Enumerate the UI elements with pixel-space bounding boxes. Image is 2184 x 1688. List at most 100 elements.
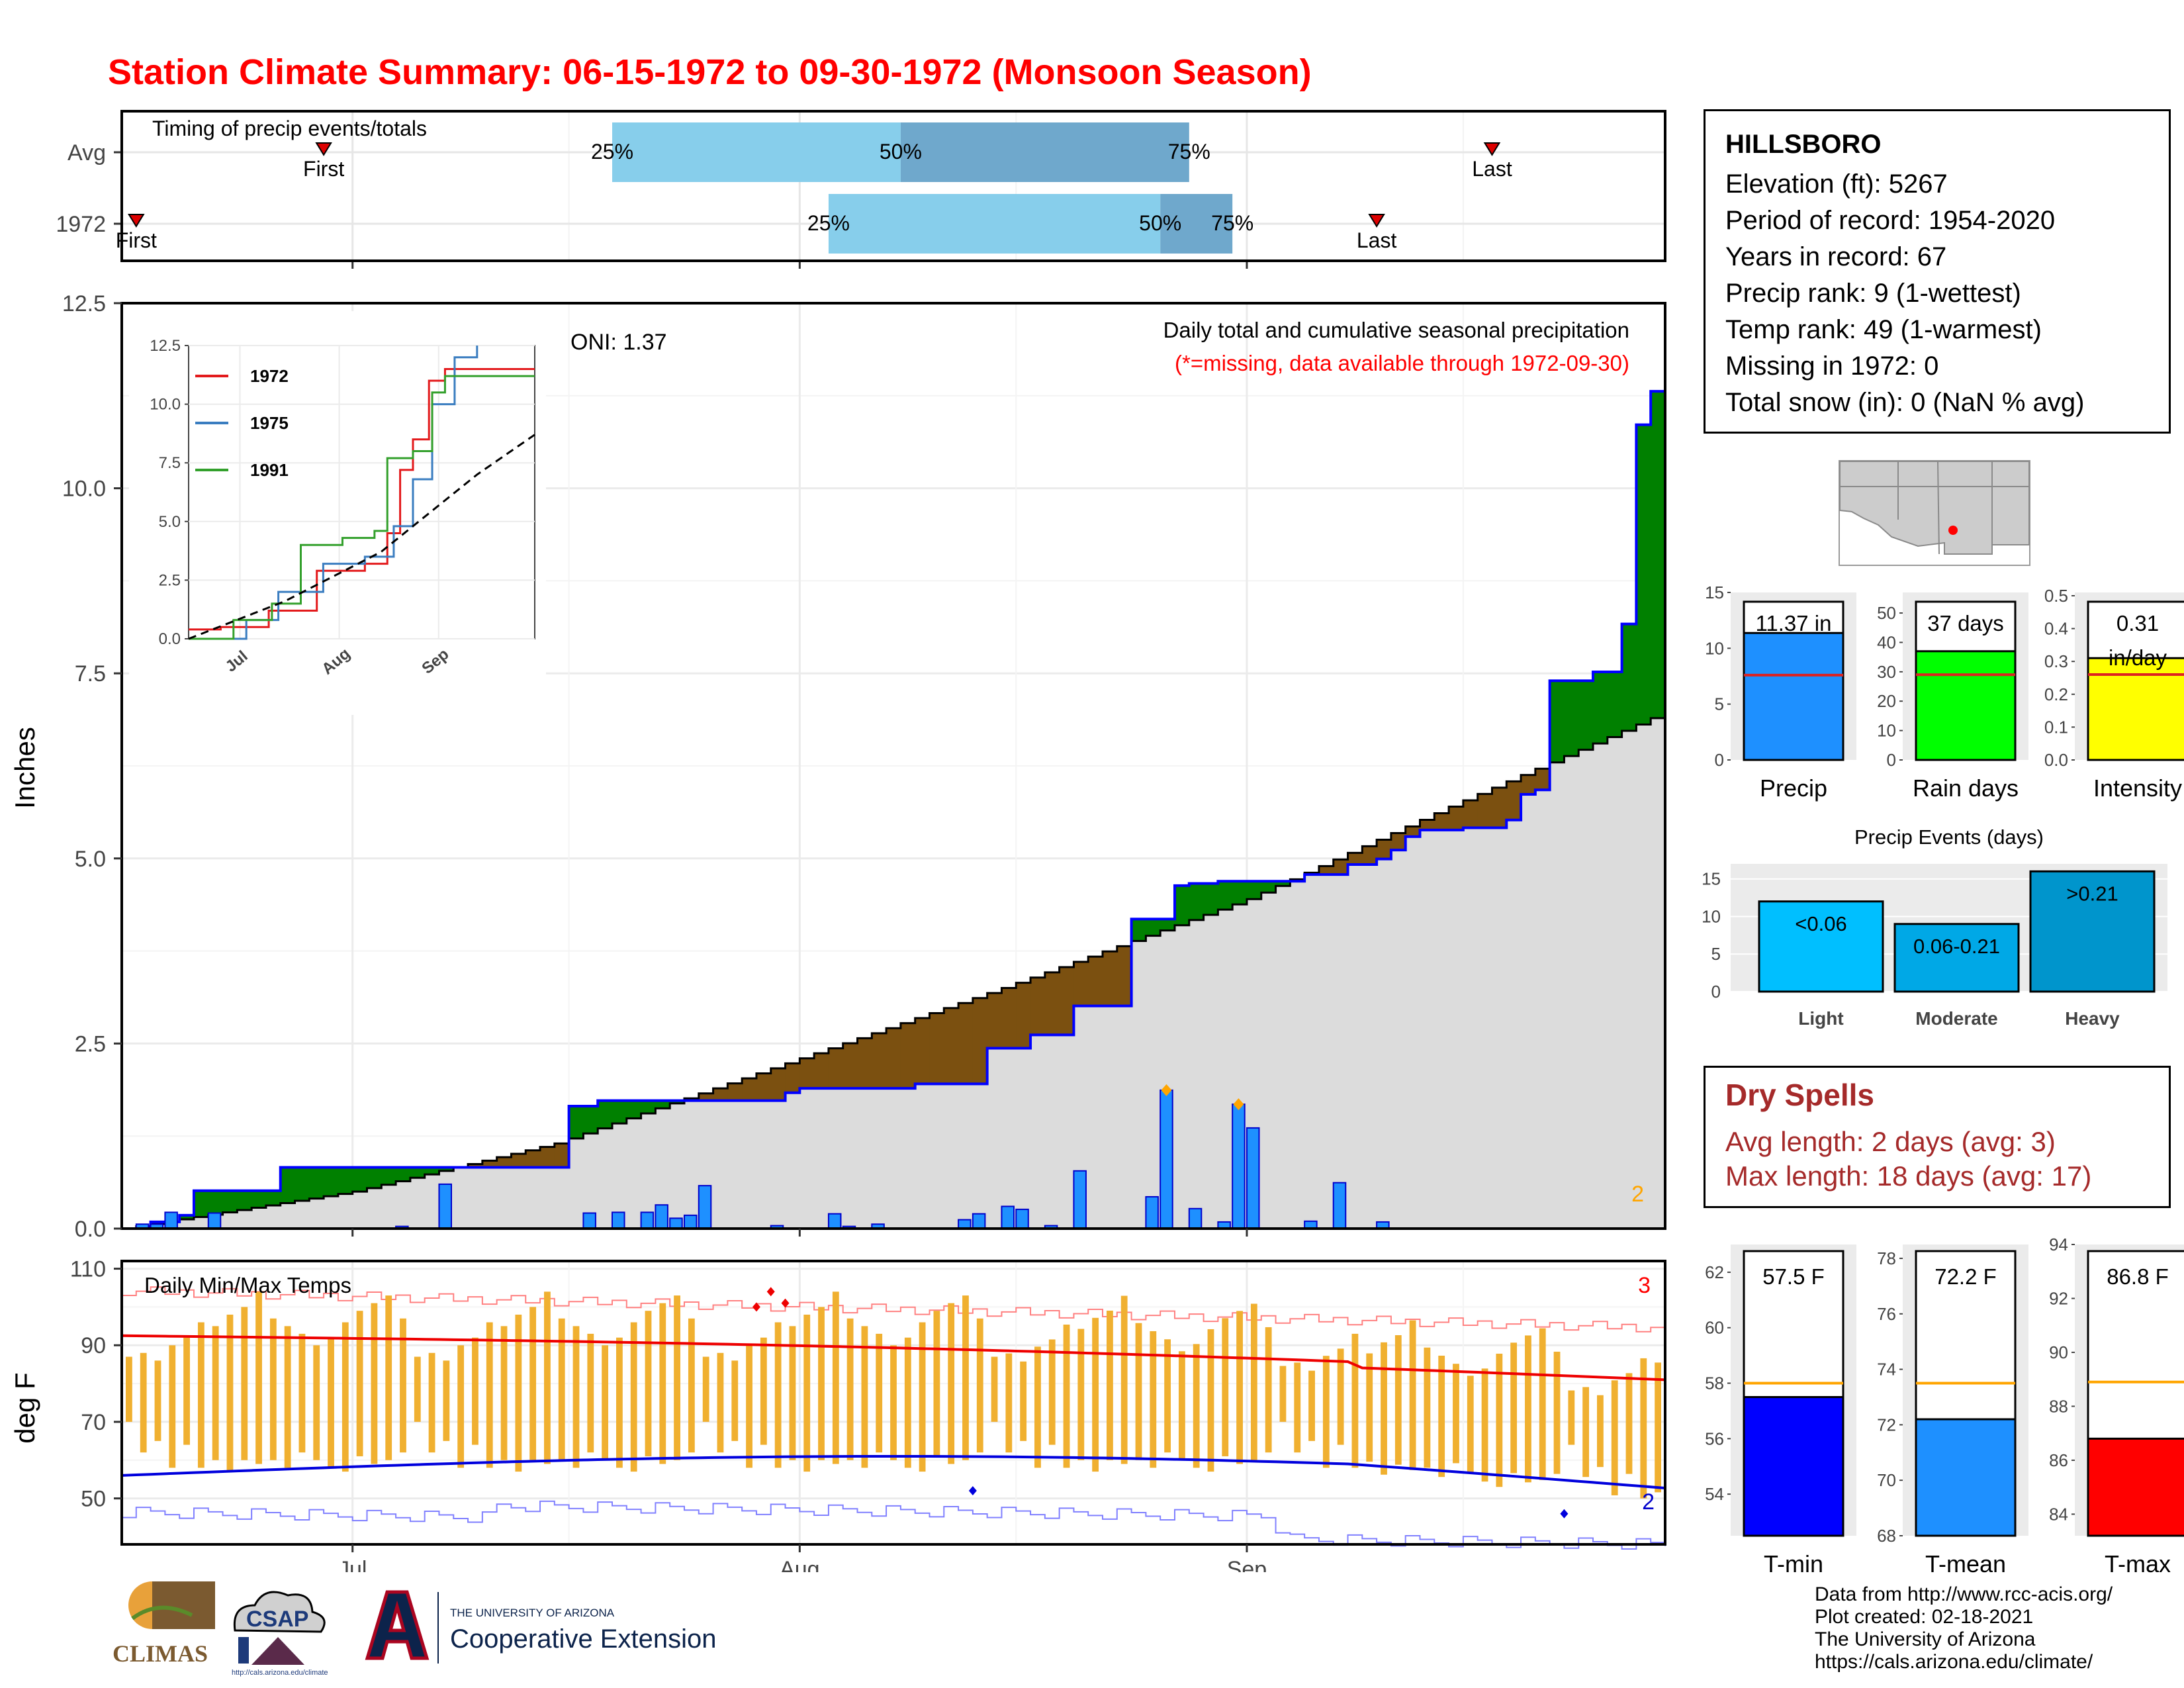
inset-average-line <box>188 434 535 640</box>
below-average-fill <box>1535 769 1551 790</box>
temp-frame <box>120 1260 1666 1546</box>
temp-y-tick-label: 84 <box>2049 1504 2068 1524</box>
precip-areas <box>122 387 1666 1230</box>
event-category-label: Light <box>1798 1008 1843 1029</box>
daily-temp-bar <box>212 1326 219 1460</box>
below-average-fill <box>1103 951 1118 1006</box>
inset-y-tick-label: 7.5 <box>159 454 181 472</box>
daily-temp-bar <box>1164 1339 1171 1453</box>
temp-y-tick-label: 58 <box>1705 1374 1724 1393</box>
dry-spells-max: Max length: 18 days (avg: 17) <box>1725 1160 2092 1192</box>
station-name: HILLSBORO <box>1725 130 1882 159</box>
record-day-marker-icon <box>1233 1098 1244 1111</box>
precip-chart: 0.0 2.5 5.0 7.5 10.0 12.5 Inches ONI: 1.37 Da… <box>9 291 1666 1242</box>
daily-temp-bar <box>428 1352 435 1453</box>
inset-y-tick-label: 12.5 <box>150 337 181 355</box>
locator-map <box>1839 460 2030 566</box>
below-average-fill <box>713 1088 728 1101</box>
daily-temp-bar <box>587 1333 594 1453</box>
timing-last-label: Last <box>1357 228 1397 252</box>
temp-y-tick-label: 60 <box>1705 1318 1724 1338</box>
precip-events-chart: Precip Events (days) 0 5 10 15 <0.06 Light 0.0… <box>1702 825 2167 1029</box>
below-average-fill <box>742 1078 757 1101</box>
timing-bar-lower <box>612 122 901 182</box>
above-average-fill <box>295 1167 310 1201</box>
daily-temp-bar <box>731 1360 739 1441</box>
climas-mountain-icon <box>152 1581 215 1629</box>
missing-note: (*=missing, data available through 1972-… <box>1175 351 1629 375</box>
daily-temp-bar <box>1496 1353 1503 1487</box>
above-average-fill <box>641 1100 656 1113</box>
above-average-fill <box>1232 881 1248 905</box>
daily-temp-bar <box>1107 1310 1113 1460</box>
daily-temp-bar <box>197 1322 205 1468</box>
below-average-fill <box>756 1073 772 1101</box>
timing-panel: Timing of precip events/totals Avg 1972 … <box>56 110 1666 269</box>
timing-bar-lower <box>828 194 1161 254</box>
timing-p25-label: 25% <box>591 140 633 164</box>
timing-p25-label: 25% <box>807 211 850 235</box>
dry-spells-title: Dry Spells <box>1725 1078 1874 1112</box>
below-average-fill <box>540 1147 555 1168</box>
event-bar-label: >0.21 <box>2066 882 2118 905</box>
daily-temp-bar <box>991 1356 998 1422</box>
daily-temp-bar <box>1337 1348 1344 1445</box>
summary-y-tick-label: 10 <box>1705 638 1724 658</box>
timing-row-avg: Avg <box>68 140 106 165</box>
inset-y-tick-label: 0.0 <box>159 630 181 648</box>
above-average-fill <box>1564 680 1579 757</box>
below-average-fill <box>770 1068 786 1101</box>
summary-value-bar <box>1743 632 1844 761</box>
daily-temp-bar <box>746 1345 752 1468</box>
below-average-fill <box>1362 846 1377 865</box>
timing-first-label: First <box>303 157 344 181</box>
daily-temp-bar <box>558 1318 565 1460</box>
daily-temp-bar <box>457 1345 465 1468</box>
csap-bars-icon <box>238 1637 249 1664</box>
credits: Data from http://www.rcc-acis.org/ Plot … <box>1815 1583 2172 1673</box>
above-average-fill <box>265 1190 281 1206</box>
timing-bar-upper <box>900 122 1189 182</box>
daily-precip-bar <box>207 1212 222 1229</box>
daily-temp-bar <box>846 1318 854 1460</box>
daily-temp-bar <box>414 1356 421 1422</box>
events-content: 0 5 10 15 <0.06 Light 0.06-0.21 Moderate >0.21 He… <box>1702 869 2167 1029</box>
timing-p50-label: 50% <box>880 140 922 164</box>
temp-y-tick-label: 68 <box>1877 1526 1896 1546</box>
temp-value-bar <box>1743 1395 1844 1537</box>
daily-temp-bar <box>1351 1333 1359 1468</box>
temp-y-tick-label: 86 <box>2049 1450 2068 1470</box>
above-average-fill <box>1578 680 1594 750</box>
record-low-line <box>122 1500 1666 1550</box>
record-high-line <box>122 1286 1666 1333</box>
daily-temp-bar <box>803 1314 811 1472</box>
page-title: Station Climate Summary: 06-15-1972 to 0… <box>108 52 1312 92</box>
record-low-marker-icon <box>968 1486 977 1496</box>
event-bar <box>1893 923 2020 993</box>
oni-label: ONI: 1.37 <box>570 330 667 355</box>
temp-y-tick-label: 54 <box>1705 1484 1724 1504</box>
daily-temp-bar <box>515 1314 522 1472</box>
temp-y-tick-label: 90 <box>2049 1342 2068 1362</box>
above-average-fill <box>1174 885 1190 925</box>
summary-y-tick-label: 10 <box>1877 721 1896 741</box>
temp-value-bar <box>2087 1437 2184 1537</box>
above-average-fill <box>1203 883 1218 915</box>
daily-temp-bar <box>341 1322 349 1472</box>
temp-y-tick-label: 76 <box>1877 1304 1896 1324</box>
inset-legend-label: 1991 <box>250 460 289 480</box>
station-temp-rank: Temp rank: 49 (1-warmest) <box>1725 315 2042 344</box>
daily-precip-bar <box>1015 1208 1029 1230</box>
daily-temp-bar <box>832 1291 839 1464</box>
timing-p50-label: 50% <box>1139 211 1181 235</box>
below-average-fill <box>1088 957 1103 1006</box>
daily-temp-bar <box>789 1326 796 1460</box>
station-location-marker <box>1948 526 1958 535</box>
below-average-fill <box>554 1143 570 1168</box>
above-average-fill <box>1549 680 1565 763</box>
summary-y-tick-label: 0.1 <box>2044 717 2068 737</box>
temp-y-tick-label: 70 <box>81 1410 106 1435</box>
climas-text: CLIMAS <box>113 1640 208 1667</box>
